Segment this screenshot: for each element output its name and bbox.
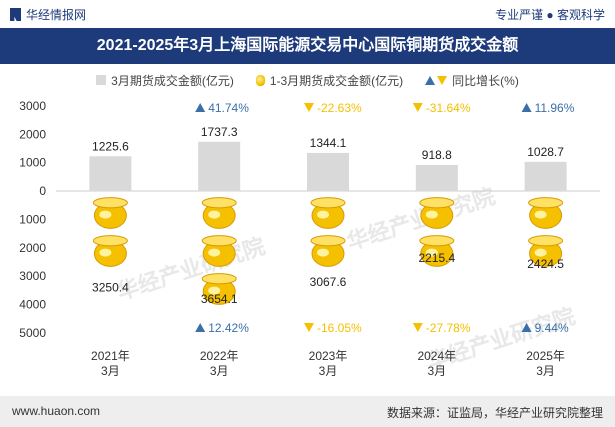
- triangle-up-icon: [521, 323, 532, 332]
- gold-pot-icon: [528, 197, 564, 229]
- yoy-label-cumulative: 12.42%: [208, 321, 249, 335]
- data-label-monthly: 1225.6: [92, 139, 129, 153]
- x-tick-label: 3月: [319, 364, 338, 378]
- y-tick-label-lower: 5000: [19, 326, 46, 340]
- gold-pot-icon: [201, 235, 237, 267]
- triangle-down-icon: [437, 75, 448, 85]
- brand: 华经情报网: [10, 6, 86, 23]
- data-label-cumulative: 3067.6: [310, 275, 347, 289]
- legend-label-cumulative: 1-3月期货成交金额(亿元): [269, 73, 404, 88]
- x-tick-label: 2023年: [309, 349, 348, 363]
- yoy-label-monthly: 41.74%: [208, 101, 249, 115]
- y-tick-label-upper: 2000: [19, 127, 46, 141]
- footer-url: www.huaon.com: [12, 404, 101, 418]
- y-tick-label-lower: 2000: [19, 241, 46, 255]
- bar-monthly: [415, 164, 458, 191]
- x-tick-label: 3月: [210, 364, 229, 378]
- x-tick-label: 2024年: [417, 349, 456, 363]
- x-tick-label: 3月: [101, 364, 120, 378]
- bar-monthly: [89, 156, 132, 191]
- bar-monthly: [524, 161, 567, 191]
- yoy-label-monthly: -31.64%: [426, 101, 471, 115]
- chart-legend: 3月期货成交金额(亿元) 1-3月期货成交金额(亿元) 同比增长(%): [0, 70, 615, 90]
- x-tick-label: 3月: [536, 364, 555, 378]
- yoy-label-monthly: 11.96%: [535, 101, 575, 115]
- top-bar: 华经情报网 专业严谨 ● 客观科学: [0, 0, 615, 28]
- triangle-up-icon: [195, 103, 206, 112]
- data-label-monthly: 1737.3: [201, 125, 238, 139]
- data-label-cumulative: 3654.1: [201, 292, 238, 306]
- brand-logo-icon: [10, 8, 21, 21]
- footer: www.huaon.com 数据来源：证监局，华经产业研究院整理: [0, 396, 615, 427]
- legend-item-cumulative: 1-3月期货成交金额(亿元): [255, 72, 404, 89]
- triangle-up-icon: [195, 323, 206, 332]
- gold-pot-icon: [419, 197, 455, 229]
- triangle-up-icon: [521, 103, 532, 112]
- gold-pot-icon: [92, 197, 128, 229]
- legend-label-yoy: 同比增长(%): [452, 73, 519, 88]
- chart-plot: 华经产业研究院华经产业研究院华经产业研究院3000200010000100020…: [19, 99, 600, 378]
- data-label-monthly: 918.8: [422, 148, 452, 162]
- gold-pot-icon: [255, 74, 265, 86]
- y-tick-label-upper: 3000: [19, 99, 46, 113]
- y-tick-label-lower: 1000: [19, 212, 46, 226]
- brand-name: 华经情报网: [26, 8, 87, 22]
- legend-label-monthly: 3月期货成交金额(亿元): [111, 73, 234, 88]
- bar-monthly: [307, 152, 349, 191]
- chart-title: 2021-2025年3月上海国际能源交易中心国际铜期货成交金额: [0, 28, 615, 64]
- y-tick-label-upper: 1000: [19, 156, 46, 170]
- triangle-up-icon: [425, 75, 436, 85]
- legend-item-yoy: 同比增长(%): [425, 72, 519, 89]
- gold-pot-icon: [419, 235, 455, 267]
- legend-item-monthly: 3月期货成交金额(亿元): [96, 72, 234, 89]
- gold-pot-icon: [310, 235, 346, 267]
- tagline: 专业严谨 ● 客观科学: [495, 8, 605, 22]
- x-tick-label: 2025年: [526, 349, 565, 363]
- yoy-label-monthly: -22.63%: [317, 101, 362, 115]
- gold-pot-icon: [201, 273, 237, 305]
- yoy-label-cumulative: 9.44%: [535, 321, 569, 335]
- yoy-label-cumulative: -16.05%: [317, 321, 362, 335]
- x-tick-label: 3月: [427, 364, 446, 378]
- x-tick-label: 2022年: [200, 349, 239, 363]
- data-label-cumulative: 2215.4: [418, 251, 455, 265]
- gold-pot-icon: [528, 235, 564, 267]
- y-tick-label-upper: 0: [39, 184, 46, 198]
- legend-swatch-monthly: [96, 75, 107, 85]
- gold-pot-icon: [310, 197, 346, 229]
- triangle-down-icon: [304, 103, 314, 112]
- y-tick-label-lower: 4000: [19, 298, 46, 312]
- gold-pot-icon: [201, 197, 237, 229]
- triangle-down-icon: [412, 323, 423, 332]
- y-tick-label-lower: 3000: [19, 269, 46, 283]
- gold-pot-icon: [92, 235, 128, 267]
- data-label-cumulative: 3250.4: [92, 280, 129, 294]
- triangle-down-icon: [412, 103, 423, 112]
- x-tick-label: 2021年: [91, 349, 130, 363]
- data-label-monthly: 1028.7: [527, 145, 564, 159]
- triangle-down-icon: [304, 323, 314, 332]
- yoy-label-cumulative: -27.78%: [426, 321, 471, 335]
- watermark-text: 华经产业研究院: [114, 233, 268, 304]
- footer-source: 数据来源：证监局，华经产业研究院整理: [386, 406, 603, 420]
- data-label-monthly: 1344.1: [310, 136, 347, 150]
- data-label-cumulative: 2424.5: [527, 257, 564, 271]
- bar-monthly: [198, 141, 241, 191]
